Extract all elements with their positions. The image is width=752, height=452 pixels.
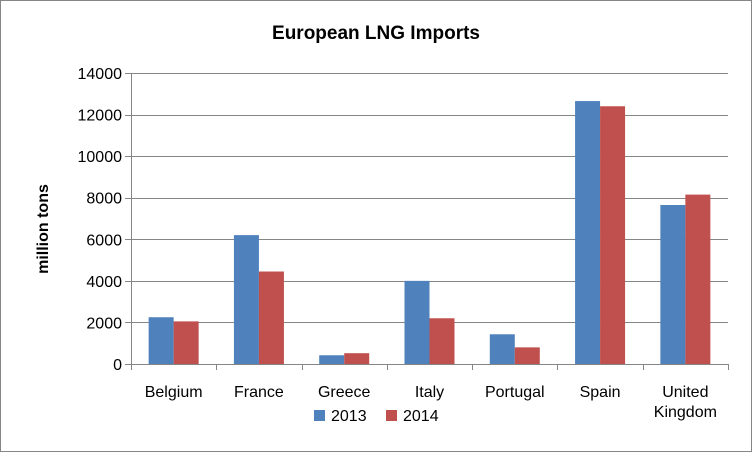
y-tick-label: 8000 [86, 191, 122, 208]
bar-2014-spain [600, 106, 626, 364]
gridlines [131, 73, 728, 323]
x-category-label: United [662, 384, 708, 401]
y-tick-label: 6000 [86, 232, 122, 249]
x-category-label: Kingdom [654, 404, 717, 421]
bar-2014-united-kingdom [685, 194, 711, 364]
y-tick-label: 4000 [86, 274, 122, 291]
bar-2014-portugal [514, 347, 540, 364]
x-category-labels: Belgium France Greece Italy Portugal Spain Uni… [145, 384, 717, 421]
y-tick-label: 12000 [78, 108, 123, 125]
x-category-label: Spain [580, 384, 621, 401]
y-tick-label: 2000 [86, 315, 122, 332]
y-tick-labels: 0 2000 4000 6000 8000 10000 12000 14000 [78, 66, 123, 374]
chart-title: European LNG Imports [272, 23, 480, 44]
bar-2013-united-kingdom [660, 204, 686, 364]
bar-2014-belgium [173, 321, 199, 364]
bar-2013-italy [404, 280, 430, 364]
bar-2013-belgium [148, 317, 174, 364]
bar-2013-greece [319, 355, 345, 364]
legend: 2013 2014 [314, 408, 439, 425]
legend-label-2013: 2013 [331, 408, 367, 425]
bar-2013-spain [575, 101, 601, 364]
x-category-label: Greece [318, 384, 371, 401]
legend-swatch-2014 [386, 410, 397, 421]
axes [125, 73, 729, 370]
x-category-label: France [234, 384, 284, 401]
legend-label-2014: 2014 [403, 408, 439, 425]
x-category-label: Portugal [485, 384, 545, 401]
y-tick-label: 10000 [78, 149, 123, 166]
bar-2014-italy [429, 318, 455, 364]
x-category-label: Italy [415, 384, 444, 401]
bar-2014-france [258, 271, 284, 364]
y-axis-label: million tons [35, 184, 52, 274]
bar-2013-france [233, 235, 259, 364]
bar-2014-greece [344, 353, 370, 364]
x-category-label: Belgium [145, 384, 203, 401]
bars [148, 101, 711, 364]
bar-2013-portugal [489, 334, 515, 364]
legend-swatch-2013 [314, 410, 325, 421]
y-tick-label: 0 [113, 357, 122, 374]
y-tick-label: 14000 [78, 66, 123, 83]
